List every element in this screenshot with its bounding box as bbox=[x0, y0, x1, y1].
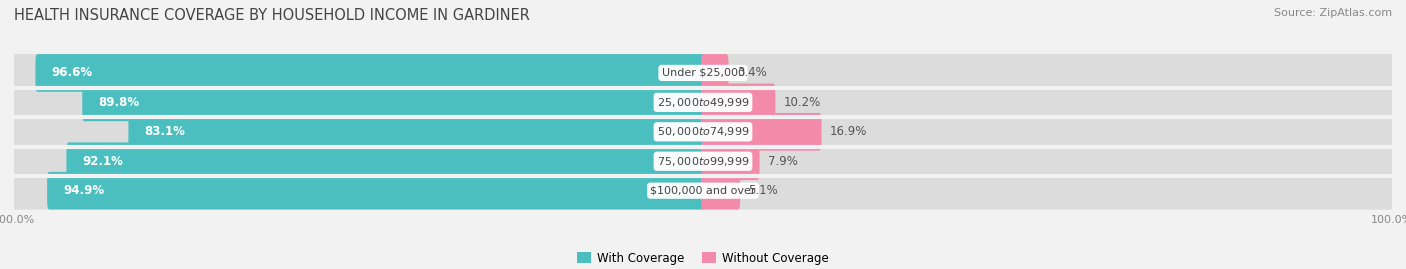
Text: 94.9%: 94.9% bbox=[63, 184, 104, 197]
Text: 7.9%: 7.9% bbox=[768, 155, 797, 168]
FancyBboxPatch shape bbox=[702, 142, 759, 180]
FancyBboxPatch shape bbox=[128, 113, 704, 151]
FancyBboxPatch shape bbox=[13, 142, 1393, 180]
Text: 89.8%: 89.8% bbox=[98, 96, 139, 109]
Text: $50,000 to $74,999: $50,000 to $74,999 bbox=[657, 125, 749, 138]
FancyBboxPatch shape bbox=[48, 172, 704, 210]
Text: 16.9%: 16.9% bbox=[830, 125, 868, 138]
Text: Source: ZipAtlas.com: Source: ZipAtlas.com bbox=[1274, 8, 1392, 18]
Text: $75,000 to $99,999: $75,000 to $99,999 bbox=[657, 155, 749, 168]
Text: 10.2%: 10.2% bbox=[783, 96, 821, 109]
FancyBboxPatch shape bbox=[83, 84, 704, 121]
FancyBboxPatch shape bbox=[13, 113, 1393, 151]
Text: 96.6%: 96.6% bbox=[51, 66, 93, 79]
FancyBboxPatch shape bbox=[13, 54, 1393, 92]
Text: $100,000 and over: $100,000 and over bbox=[650, 186, 756, 196]
Text: 92.1%: 92.1% bbox=[83, 155, 124, 168]
Text: 3.4%: 3.4% bbox=[737, 66, 766, 79]
Text: $25,000 to $49,999: $25,000 to $49,999 bbox=[657, 96, 749, 109]
FancyBboxPatch shape bbox=[702, 113, 821, 151]
FancyBboxPatch shape bbox=[66, 142, 704, 180]
Legend: With Coverage, Without Coverage: With Coverage, Without Coverage bbox=[572, 247, 834, 269]
FancyBboxPatch shape bbox=[702, 54, 728, 92]
FancyBboxPatch shape bbox=[13, 84, 1393, 121]
Text: Under $25,000: Under $25,000 bbox=[661, 68, 745, 78]
Text: 5.1%: 5.1% bbox=[748, 184, 778, 197]
FancyBboxPatch shape bbox=[35, 54, 704, 92]
Text: HEALTH INSURANCE COVERAGE BY HOUSEHOLD INCOME IN GARDINER: HEALTH INSURANCE COVERAGE BY HOUSEHOLD I… bbox=[14, 8, 530, 23]
FancyBboxPatch shape bbox=[13, 172, 1393, 210]
FancyBboxPatch shape bbox=[702, 172, 740, 210]
FancyBboxPatch shape bbox=[702, 84, 775, 121]
Text: 83.1%: 83.1% bbox=[145, 125, 186, 138]
